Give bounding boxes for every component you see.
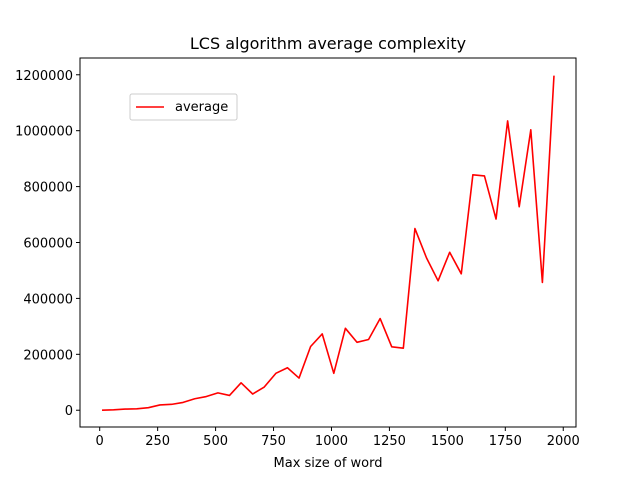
y-tick-label: 400000 (23, 292, 73, 307)
y-axis: 0 200000 400000 600000 800000 1000000 1200000 (15, 69, 80, 419)
x-tick-label: 1500 (431, 434, 464, 449)
y-tick-label: 0 (65, 404, 73, 419)
x-tick-label: 1250 (373, 434, 406, 449)
plot-area (101, 75, 555, 412)
x-tick-label: 750 (261, 434, 286, 449)
legend-label: average (175, 100, 228, 115)
y-tick-label: 200000 (23, 348, 73, 363)
y-tick-label: 1000000 (15, 125, 73, 140)
chart-title: LCS algorithm average complexity (190, 34, 466, 53)
y-tick-label: 800000 (23, 181, 73, 196)
x-tick-label: 500 (203, 434, 228, 449)
series-line-average (101, 75, 555, 412)
x-axis-label: Max size of word (274, 456, 383, 471)
legend: average (129, 93, 238, 121)
x-tick-label: 250 (145, 434, 170, 449)
legend-box (129, 93, 238, 121)
y-tick-label: 600000 (23, 237, 73, 252)
x-tick-label: 2000 (547, 434, 580, 449)
x-tick-label: 0 (96, 434, 104, 449)
y-tick-label: 1200000 (15, 69, 73, 84)
x-tick-label: 1750 (489, 434, 522, 449)
x-tick-label: 1000 (315, 434, 348, 449)
x-axis: 0 250 500 750 1000 1250 1500 1750 2000 (96, 427, 580, 449)
